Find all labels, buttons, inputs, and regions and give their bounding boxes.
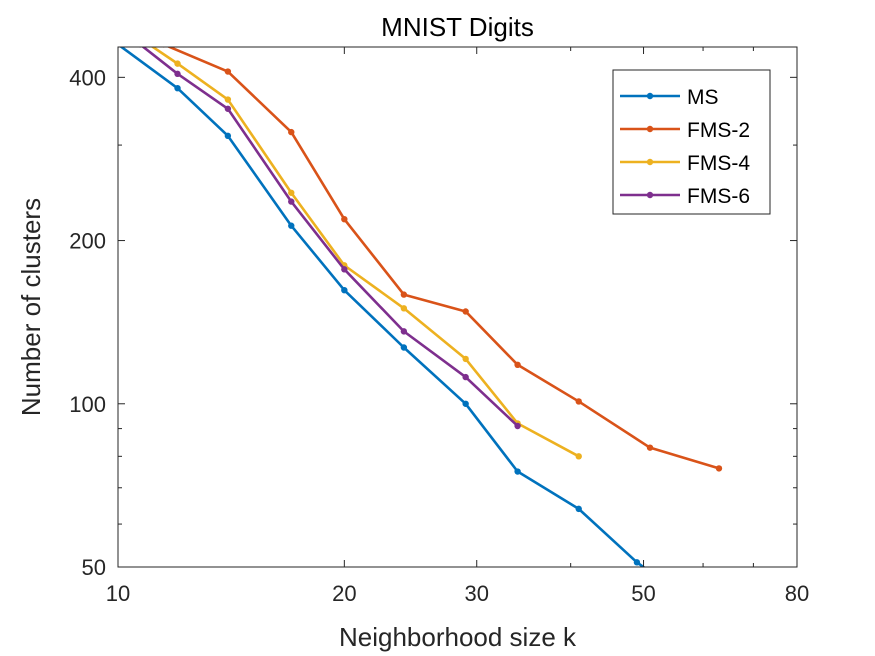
y-axis-label: Number of clusters <box>16 198 46 416</box>
series-layer <box>118 47 723 567</box>
series-fms-2 <box>161 47 723 472</box>
series-ms <box>118 47 646 567</box>
y-tick-label: 100 <box>69 392 106 417</box>
data-point <box>400 344 408 351</box>
data-point <box>400 291 408 298</box>
data-point <box>224 96 232 103</box>
data-point <box>224 105 232 112</box>
series-fms-4 <box>147 47 582 460</box>
legend-item-fms-2: FMS-2 <box>620 119 750 142</box>
legend-marker <box>646 158 654 166</box>
data-point <box>341 215 348 223</box>
series-line <box>141 47 519 427</box>
data-point <box>462 400 469 407</box>
legend: MS FMS-2 FMS-4 FMS-6 <box>612 69 771 215</box>
x-tick-label: 10 <box>106 581 130 606</box>
data-point <box>633 559 641 566</box>
data-point <box>174 70 181 78</box>
data-point <box>288 189 295 196</box>
axes-layer: 10 20 30 50 80 50 100 200 400 <box>69 46 809 606</box>
x-tick-label: 80 <box>785 581 809 606</box>
legend-label: FMS-4 <box>687 152 750 175</box>
data-point <box>462 373 469 381</box>
data-point <box>288 222 295 229</box>
legend-item-ms: MS <box>620 86 719 109</box>
data-point <box>341 286 348 294</box>
legend-marker <box>646 191 654 199</box>
legend-marker <box>646 125 654 133</box>
legend-label: FMS-2 <box>687 119 750 142</box>
axes-box <box>117 46 798 568</box>
data-point <box>575 505 582 513</box>
x-axis-label: Neighborhood size k <box>339 622 577 652</box>
data-point <box>575 453 582 460</box>
y-tick-label: 400 <box>69 65 106 90</box>
data-point <box>646 444 654 451</box>
legend-item-fms-6: FMS-6 <box>620 185 750 208</box>
y-tick-label: 50 <box>82 555 106 580</box>
data-point <box>174 60 181 67</box>
y-tick-label: 200 <box>69 229 106 254</box>
data-point <box>462 308 469 315</box>
data-point <box>400 328 408 335</box>
x-tick-label: 50 <box>631 581 655 606</box>
data-point <box>341 266 348 273</box>
data-point <box>514 361 521 368</box>
data-point <box>224 68 232 75</box>
legend-item-fms-4: FMS-4 <box>620 152 750 175</box>
data-point <box>224 132 232 140</box>
legend-label: MS <box>687 86 719 109</box>
data-point <box>288 198 295 205</box>
legend-label: FMS-6 <box>687 185 750 208</box>
data-point <box>400 305 408 312</box>
series-fms-6 <box>138 47 521 430</box>
data-point <box>174 84 181 92</box>
data-point <box>514 422 521 430</box>
data-point <box>462 355 469 363</box>
data-point <box>514 468 521 475</box>
series-line <box>166 47 720 470</box>
data-point <box>575 398 582 405</box>
legend-marker <box>646 92 654 100</box>
x-tick-label: 20 <box>332 581 356 606</box>
chart-title: MNIST Digits <box>381 12 534 42</box>
data-point <box>288 128 295 136</box>
data-point <box>715 465 723 472</box>
x-tick-label: 30 <box>464 581 488 606</box>
legend-box <box>612 69 771 215</box>
